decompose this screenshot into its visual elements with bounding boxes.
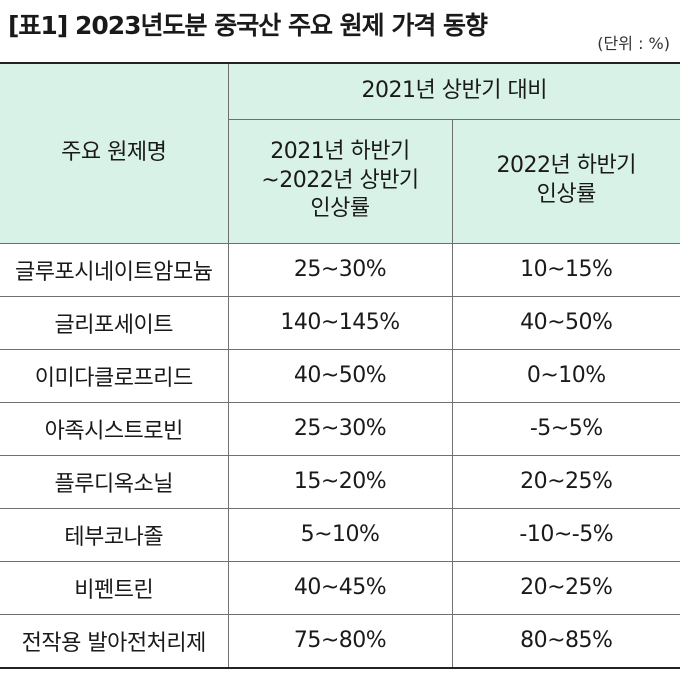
price-trend-table: 주요 원제명 2021년 상반기 대비 2021년 하반기 ~2022년 상반기… xyxy=(0,62,680,669)
header-period-1: 2021년 하반기 ~2022년 상반기 인상률 xyxy=(228,118,453,244)
table-row: 플루디옥소닐 15~20% 20~25% xyxy=(0,454,680,509)
table-row: 테부코나졸 5~10% -10~-5% xyxy=(0,507,680,562)
table-row: 아족시스트로빈 25~30% -5~5% xyxy=(0,401,680,456)
ingredient-name-cell: 이미다클로프리드 xyxy=(0,348,229,403)
header-period-1-line-1: 2021년 하반기 xyxy=(270,139,410,165)
increase-rate-2-cell: -10~-5% xyxy=(451,507,680,562)
table-caption: [표1] 2023년도분 중국산 주요 원제 가격 동향 xyxy=(8,11,488,40)
ingredient-name-cell: 플루디옥소닐 xyxy=(0,454,229,509)
header-ingredient-name: 주요 원제명 xyxy=(0,62,229,244)
header-period-2-line-1: 2022년 하반기 xyxy=(496,153,637,179)
table-row: 글루포시네이트암모늄 25~30% 10~15% xyxy=(0,242,680,297)
header-period-1-line-2: ~2022년 상반기 xyxy=(261,167,419,193)
increase-rate-2-cell: 20~25% xyxy=(451,454,680,509)
increase-rate-2-cell: 0~10% xyxy=(451,348,680,403)
ingredient-name-cell: 테부코나졸 xyxy=(0,507,229,562)
increase-rate-1-cell: 75~80% xyxy=(227,613,453,668)
ingredient-name-cell: 글리포세이트 xyxy=(0,295,229,350)
header-period-2-line-2: 인상률 xyxy=(536,182,597,207)
ingredient-name-cell: 글루포시네이트암모늄 xyxy=(0,242,229,297)
increase-rate-2-cell: 20~25% xyxy=(451,560,680,615)
table-row: 이미다클로프리드 40~50% 0~10% xyxy=(0,348,680,403)
ingredient-name-cell: 비펜트린 xyxy=(0,560,229,615)
table-row: 전작용 발아전처리제 75~80% 80~85% xyxy=(0,613,680,668)
increase-rate-1-cell: 25~30% xyxy=(227,242,453,297)
increase-rate-1-cell: 40~50% xyxy=(227,348,453,403)
header-period-2: 2022년 하반기 인상률 xyxy=(451,118,680,244)
increase-rate-2-cell: 80~85% xyxy=(451,613,680,668)
table-row: 비펜트린 40~45% 20~25% xyxy=(0,560,680,615)
increase-rate-1-cell: 40~45% xyxy=(227,560,453,615)
table-row: 글리포세이트 140~145% 40~50% xyxy=(0,295,680,350)
increase-rate-1-cell: 5~10% xyxy=(227,507,453,562)
increase-rate-1-cell: 25~30% xyxy=(227,401,453,456)
increase-rate-2-cell: -5~5% xyxy=(451,401,680,456)
header-period-1-line-3: 인상률 xyxy=(310,196,370,222)
increase-rate-2-cell: 40~50% xyxy=(451,295,680,350)
increase-rate-1-cell: 15~20% xyxy=(227,454,453,509)
increase-rate-1-cell: 140~145% xyxy=(227,295,453,350)
ingredient-name-cell: 아족시스트로빈 xyxy=(0,401,229,456)
unit-note: (단위 : %) xyxy=(597,34,670,53)
ingredient-name-cell: 전작용 발아전처리제 xyxy=(0,613,229,668)
header-group-comparison: 2021년 상반기 대비 xyxy=(227,62,680,120)
increase-rate-2-cell: 10~15% xyxy=(451,242,680,297)
